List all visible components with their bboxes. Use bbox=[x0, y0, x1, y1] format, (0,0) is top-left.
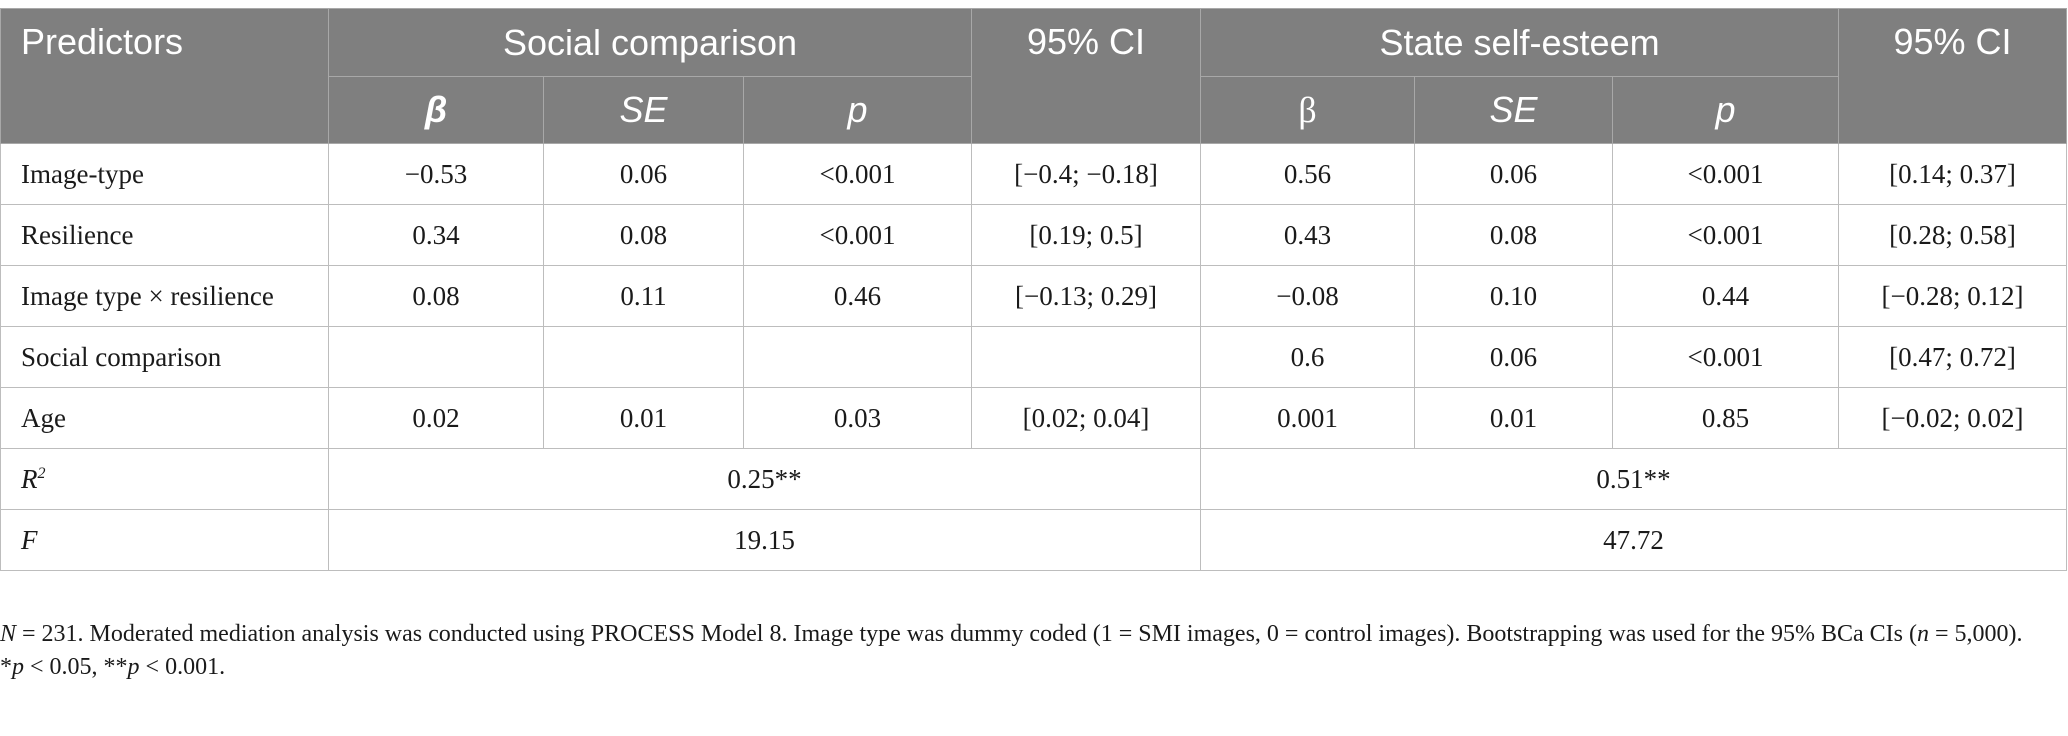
f-row: F 19.15 47.72 bbox=[0, 509, 2068, 571]
cell-r2-state-self-esteem: 0.51** bbox=[1200, 448, 2068, 510]
cell-sc-se bbox=[543, 326, 744, 388]
header-se-sse: SE bbox=[1414, 76, 1614, 144]
table-row: Social comparison 0.6 0.06 <0.001 [0.47;… bbox=[0, 326, 2068, 388]
row-label: Resilience bbox=[0, 204, 329, 266]
cell-f-state-self-esteem: 47.72 bbox=[1200, 509, 2068, 571]
header-ci-social-comparison: 95% CI bbox=[971, 8, 1202, 144]
cell-sc-ci: [0.19; 0.5] bbox=[971, 204, 1202, 266]
table-footnote: N = 231. Moderated mediation analysis wa… bbox=[0, 618, 2060, 684]
footnote-text-1: = 231. Moderated mediation analysis was … bbox=[16, 621, 1918, 647]
cell-sse-p: 0.85 bbox=[1612, 387, 1840, 449]
cell-sc-ci bbox=[971, 326, 1202, 388]
footnote-text-1-end: = 5,000). bbox=[1929, 621, 2023, 647]
cell-sse-p: <0.001 bbox=[1612, 204, 1840, 266]
row-label-f: F bbox=[0, 509, 329, 571]
cell-sse-se: 0.06 bbox=[1414, 143, 1614, 205]
cell-sc-beta: 0.34 bbox=[328, 204, 544, 266]
cell-sse-se: 0.06 bbox=[1414, 326, 1614, 388]
header-p-sse: p bbox=[1612, 76, 1840, 144]
cell-sse-se: 0.01 bbox=[1414, 387, 1614, 449]
cell-sse-p: <0.001 bbox=[1612, 326, 1840, 388]
row-label: Social comparison bbox=[0, 326, 329, 388]
row-label: Image-type bbox=[0, 143, 329, 205]
cell-sse-beta: 0.56 bbox=[1200, 143, 1416, 205]
footnote-n-small: n bbox=[1917, 621, 1930, 647]
cell-r2-social-comparison: 0.25** bbox=[327, 448, 1202, 510]
cell-sc-beta: 0.08 bbox=[328, 265, 544, 327]
cell-sse-beta: −0.08 bbox=[1200, 265, 1416, 327]
footnote-n-symbol: N bbox=[0, 621, 17, 647]
footnote-line-1: N = 231. Moderated mediation analysis wa… bbox=[0, 618, 2060, 651]
results-table-container: Predictors Social comparison 95% CI Stat… bbox=[0, 8, 2068, 571]
cell-sc-se: 0.06 bbox=[543, 143, 744, 205]
cell-sse-ci: [−0.02; 0.02] bbox=[1838, 387, 2068, 449]
cell-sc-p: <0.001 bbox=[742, 204, 973, 266]
footnote-p-symbol-1: p bbox=[12, 654, 24, 680]
table-row: Resilience 0.34 0.08 <0.001 [0.19; 0.5] … bbox=[0, 204, 2068, 266]
header-row-2: β SE p β SE p bbox=[1, 76, 2067, 144]
table-row: Image type × resilience 0.08 0.11 0.46 [… bbox=[0, 265, 2068, 327]
cell-sse-se: 0.10 bbox=[1414, 265, 1614, 327]
cell-sse-ci: [0.47; 0.72] bbox=[1838, 326, 2068, 388]
cell-sc-ci: [−0.4; −0.18] bbox=[971, 143, 1202, 205]
cell-sc-beta: −0.53 bbox=[328, 143, 544, 205]
cell-sc-p: 0.46 bbox=[742, 265, 973, 327]
cell-sse-se: 0.08 bbox=[1414, 204, 1614, 266]
row-label-r2: R2 bbox=[0, 448, 329, 510]
header-row-1: Predictors Social comparison 95% CI Stat… bbox=[0, 8, 2068, 144]
cell-sc-p: <0.001 bbox=[742, 143, 973, 205]
header-predictors: Predictors bbox=[0, 8, 329, 144]
header-social-comparison: Social comparison bbox=[327, 8, 973, 77]
header-p-sc: p bbox=[742, 76, 973, 144]
header-beta-sse: β bbox=[1200, 76, 1416, 144]
cell-sc-p: 0.03 bbox=[742, 387, 973, 449]
cell-sc-p bbox=[742, 326, 973, 388]
table-row: Age 0.02 0.01 0.03 [0.02; 0.04] 0.001 0.… bbox=[0, 387, 2068, 449]
cell-sc-beta bbox=[328, 326, 544, 388]
cell-sc-se: 0.11 bbox=[543, 265, 744, 327]
cell-sc-ci: [−0.13; 0.29] bbox=[971, 265, 1202, 327]
r2-superscript: 2 bbox=[37, 464, 46, 482]
r2-symbol: R bbox=[21, 463, 38, 494]
cell-sc-ci: [0.02; 0.04] bbox=[971, 387, 1202, 449]
cell-sc-beta: 0.02 bbox=[328, 387, 544, 449]
footnote-sig-text-2: < 0.001. bbox=[139, 654, 226, 680]
header-se-sc: SE bbox=[543, 76, 744, 144]
footnote-sig-star: * bbox=[0, 654, 12, 680]
cell-sse-ci: [−0.28; 0.12] bbox=[1838, 265, 2068, 327]
cell-sse-p: <0.001 bbox=[1612, 143, 1840, 205]
cell-sse-p: 0.44 bbox=[1612, 265, 1840, 327]
cell-sse-ci: [0.14; 0.37] bbox=[1838, 143, 2068, 205]
cell-sse-ci: [0.28; 0.58] bbox=[1838, 204, 2068, 266]
cell-sse-beta: 0.001 bbox=[1200, 387, 1416, 449]
footnote-line-2: *p < 0.05, **p < 0.001. bbox=[0, 651, 2060, 684]
cell-f-social-comparison: 19.15 bbox=[327, 509, 1202, 571]
results-table: Predictors Social comparison 95% CI Stat… bbox=[0, 8, 2068, 571]
table-row: Image-type −0.53 0.06 <0.001 [−0.4; −0.1… bbox=[0, 143, 2068, 205]
header-state-self-esteem: State self-esteem bbox=[1200, 8, 1840, 77]
footnote-p-symbol-2: p bbox=[127, 654, 140, 680]
header-ci-state-self-esteem: 95% CI bbox=[1838, 8, 2068, 144]
cell-sc-se: 0.08 bbox=[543, 204, 744, 266]
cell-sse-beta: 0.6 bbox=[1200, 326, 1416, 388]
footnote-sig-text-1: < 0.05, ** bbox=[24, 654, 128, 680]
row-label: Age bbox=[0, 387, 329, 449]
cell-sse-beta: 0.43 bbox=[1200, 204, 1416, 266]
cell-sc-se: 0.01 bbox=[543, 387, 744, 449]
r2-row: R2 0.25** 0.51** bbox=[0, 448, 2068, 510]
row-label: Image type × resilience bbox=[0, 265, 329, 327]
header-beta-sc: β bbox=[328, 76, 544, 144]
